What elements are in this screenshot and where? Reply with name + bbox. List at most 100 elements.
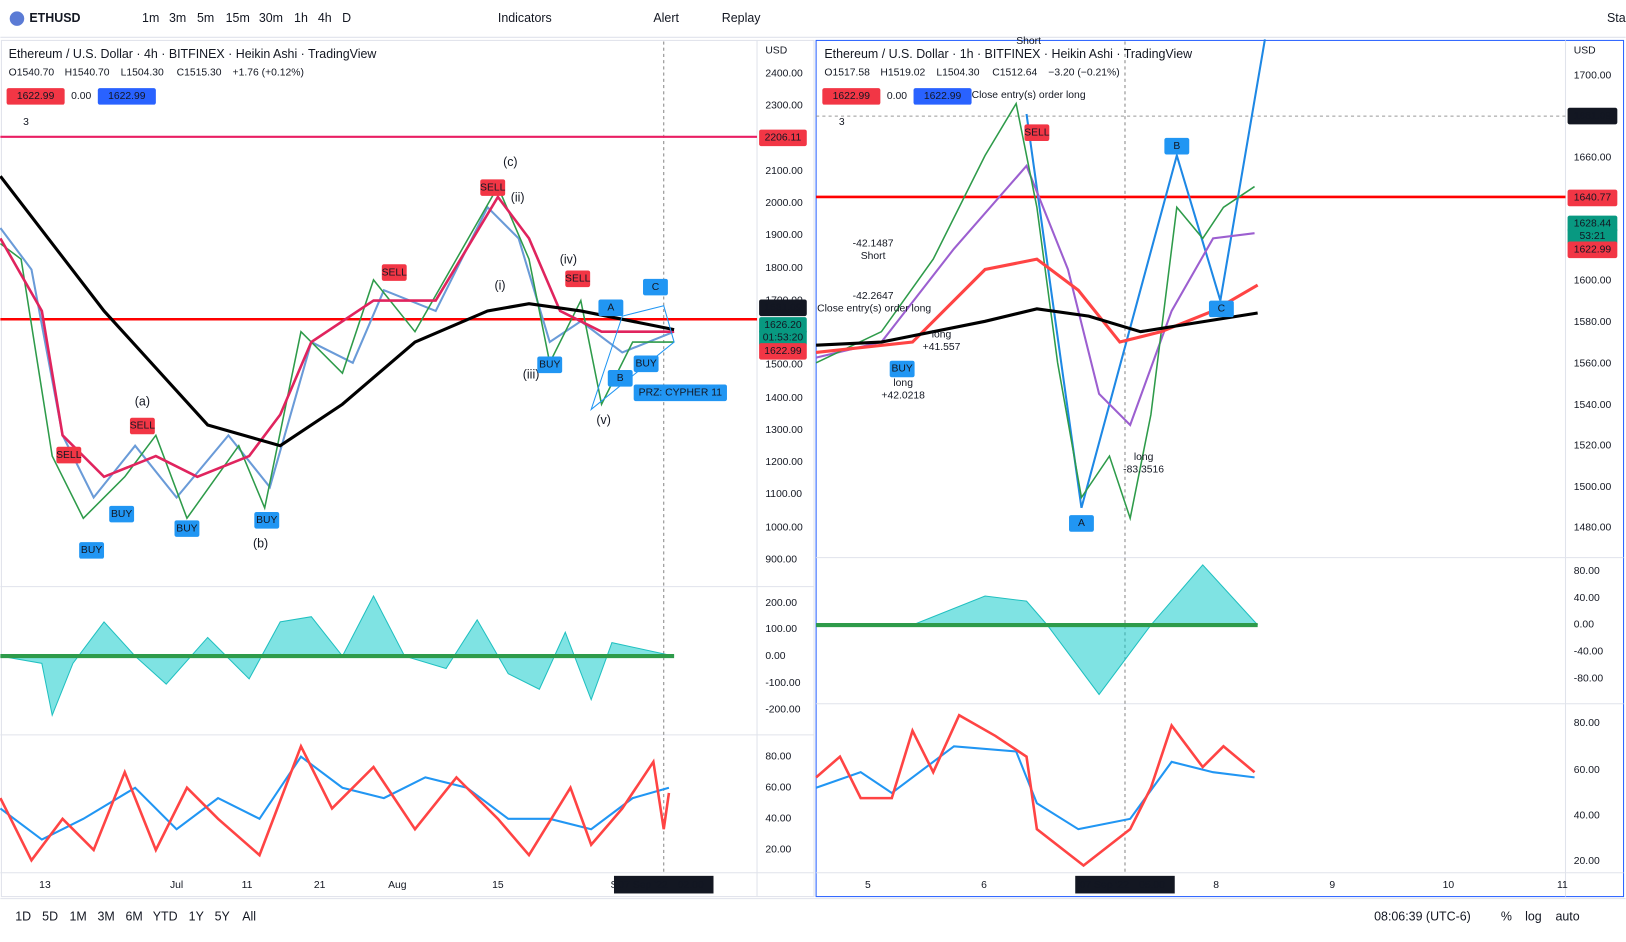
signal-label: BUY	[891, 364, 912, 375]
price-label: 1200.00	[765, 457, 803, 468]
rsi-line	[0, 743, 671, 863]
bid-bg	[822, 88, 881, 105]
alert-button[interactable]: Alert	[653, 11, 679, 25]
osc-label: -80.00	[1574, 674, 1604, 685]
signal-label: SELL	[56, 450, 82, 461]
range-button[interactable]: 5D	[42, 910, 58, 924]
spread: 0.00	[71, 91, 91, 102]
price-label: 2000.00	[765, 198, 803, 209]
ask-bg	[97, 88, 156, 105]
signal-label: C	[652, 282, 660, 293]
price-tag: 1640.77	[1574, 193, 1612, 204]
price-label: 2400.00	[765, 68, 803, 79]
price-tag: 2206.11	[765, 133, 802, 144]
trade-label: +42.0218	[881, 391, 925, 402]
trade-label: +41.557	[923, 342, 961, 353]
ohlc: H1540.70	[65, 67, 110, 78]
prz-label: PRZ: CYPHER 11	[639, 388, 723, 399]
crosshair-date: 07 Sep '22	[1080, 880, 1129, 891]
ohlc: H1519.02	[880, 67, 925, 78]
signal-label: B	[1173, 141, 1180, 152]
interval[interactable]: 30m	[259, 11, 283, 25]
price-tag: 1681.09	[764, 303, 802, 314]
signal-label-bg	[607, 370, 633, 387]
price-label: 1000.00	[765, 522, 803, 533]
signal-label: BUY	[635, 359, 656, 370]
ma-line	[815, 163, 1255, 427]
crosshair-label-bg	[1075, 875, 1175, 894]
signal-label-bg	[537, 356, 563, 374]
trade-label: Short	[1016, 36, 1041, 47]
replay-button[interactable]: Replay	[722, 11, 761, 25]
range-button[interactable]: All	[242, 910, 256, 924]
interval[interactable]: D	[342, 11, 351, 25]
price-line	[0, 184, 675, 520]
percent-toggle[interactable]: %	[1501, 910, 1512, 924]
ma-line	[815, 257, 1259, 354]
log-toggle[interactable]: log	[1525, 910, 1542, 924]
signal-label-bg	[109, 505, 135, 523]
interval[interactable]: 3m	[169, 11, 186, 25]
time-label: 15	[492, 880, 504, 891]
indicators-count[interactable]: 3	[23, 117, 29, 128]
cut-text[interactable]: Sta	[1607, 11, 1626, 25]
auto-toggle[interactable]: auto	[1555, 910, 1579, 924]
ask-bg	[913, 88, 972, 105]
price-label: 1520.00	[1574, 440, 1612, 451]
range-button[interactable]: 1D	[15, 910, 31, 924]
price-label: 1480.00	[1574, 522, 1612, 533]
ohlc: C1515.30	[177, 67, 222, 78]
signal-label-bg	[598, 299, 624, 317]
spread: 0.00	[887, 91, 907, 102]
price-tag-bg	[1567, 189, 1618, 207]
price-label: 2300.00	[765, 100, 803, 111]
price-label: 1700.00	[1574, 70, 1612, 81]
rsi-line	[815, 745, 1255, 831]
wave-label: (iv)	[560, 252, 577, 266]
range-button[interactable]: 5Y	[215, 910, 231, 924]
crosshair-label-bg	[613, 875, 714, 894]
symbol[interactable]: ETHUSD	[29, 11, 80, 25]
rsi-label: 20.00	[765, 845, 791, 856]
ask: 1622.99	[924, 91, 962, 102]
price-tag: 53:21	[1579, 231, 1605, 242]
range-button[interactable]: 1Y	[189, 910, 205, 924]
interval[interactable]: 1h	[294, 11, 308, 25]
indicators-button[interactable]: Indicators	[498, 11, 552, 25]
signal-label: SELL	[565, 274, 591, 285]
interval[interactable]: 5m	[197, 11, 214, 25]
price-tag: 01:53:20	[763, 333, 804, 344]
rsi-label: 40.00	[1574, 810, 1600, 821]
range-button[interactable]: 6M	[125, 910, 142, 924]
trade-label: long	[893, 378, 913, 389]
range-button[interactable]: YTD	[153, 910, 178, 924]
osc-label: 80.00	[1574, 566, 1600, 577]
symbol-icon	[9, 11, 25, 26]
signal-label-bg	[889, 360, 915, 378]
chart-title: Ethereum / U.S. Dollar · 4h · BITFINEX ·…	[9, 47, 377, 61]
interval[interactable]: 1m	[142, 11, 159, 25]
ohlc: O1540.70	[9, 67, 55, 78]
ohlc: C1512.64	[992, 67, 1037, 78]
price-tag-bg	[759, 343, 807, 360]
price-tag: 1622.99	[764, 346, 802, 357]
interval[interactable]: 4h	[318, 11, 332, 25]
ma-line	[0, 205, 675, 500]
wave-label: (ii)	[511, 190, 525, 204]
bid: 1622.99	[17, 91, 55, 102]
indicators-count[interactable]: 3	[839, 117, 845, 128]
ma-line	[0, 194, 675, 479]
price-tag-bg	[1567, 107, 1618, 125]
signal-label-bg	[1208, 300, 1234, 318]
price-label: 1900.00	[765, 230, 803, 241]
chart-title: Ethereum / U.S. Dollar · 1h · BITFINEX ·…	[824, 47, 1192, 61]
range-button[interactable]: 1M	[69, 910, 86, 924]
range-button[interactable]: 3M	[97, 910, 114, 924]
time-label: 21	[314, 880, 326, 891]
interval[interactable]: 15m	[226, 11, 250, 25]
rsi-line	[0, 755, 670, 841]
signal-label-bg	[129, 417, 155, 435]
signal-label-bg	[1024, 124, 1050, 141]
price-tag: 1681.09	[1574, 111, 1612, 122]
